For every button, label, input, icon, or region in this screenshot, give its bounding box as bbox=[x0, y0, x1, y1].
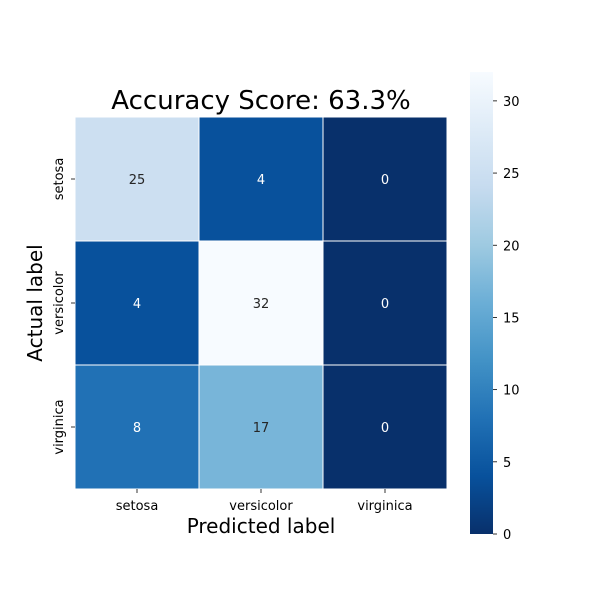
y-axis-label: Actual label bbox=[23, 244, 47, 361]
cell-value-label-1-1: 32 bbox=[253, 297, 270, 312]
colorbar-tick-label-20: 20 bbox=[503, 239, 520, 254]
chart-title: Accuracy Score: 63.3% bbox=[111, 86, 410, 116]
cell-value-label-2-2: 0 bbox=[381, 421, 389, 436]
colorbar-ticks: 0 5 10 15 20 25 30 bbox=[493, 95, 520, 543]
cell-value-label-2-0: 8 bbox=[133, 421, 141, 436]
heatmap-cell-2-1 bbox=[198, 364, 324, 490]
heatmap-cells bbox=[74, 116, 448, 490]
cell-value-label-1-2: 0 bbox=[381, 297, 389, 312]
cell-value-label-0-0: 25 bbox=[129, 173, 146, 188]
heatmap-cell-1-0 bbox=[74, 240, 200, 366]
colorbar-tick-label-5: 5 bbox=[503, 456, 511, 471]
colorbar-tick-label-0: 0 bbox=[503, 528, 511, 543]
x-tick-label-setosa: setosa bbox=[116, 499, 159, 514]
y-axis-ticks: setosa versicolor virginica bbox=[52, 158, 75, 455]
cell-value-label-0-2: 0 bbox=[381, 173, 389, 188]
colorbar bbox=[470, 72, 493, 534]
x-tick-label-versicolor: versicolor bbox=[229, 499, 293, 514]
x-axis-ticks: setosa versicolor virginica bbox=[116, 489, 413, 514]
colorbar-tick-label-30: 30 bbox=[503, 95, 520, 110]
colorbar-tick-label-15: 15 bbox=[503, 311, 520, 326]
x-axis-label: Predicted label bbox=[187, 514, 336, 538]
colorbar-tick-label-25: 25 bbox=[503, 167, 520, 182]
heatmap-cell-1-2 bbox=[322, 240, 448, 366]
cell-value-label-2-1: 17 bbox=[253, 421, 270, 436]
colorbar-tick-label-10: 10 bbox=[503, 384, 520, 399]
heatmap-cell-1-1 bbox=[198, 240, 324, 366]
cell-value-label-0-1: 4 bbox=[257, 173, 265, 188]
heatmap-cell-0-2 bbox=[322, 116, 448, 242]
cell-value-label-1-0: 4 bbox=[133, 297, 141, 312]
heatmap-cell-labels: 25 4 0 4 32 0 8 17 0 bbox=[129, 173, 389, 436]
heatmap-cell-0-0 bbox=[74, 116, 200, 242]
y-tick-label-virginica: virginica bbox=[52, 399, 67, 454]
y-tick-label-setosa: setosa bbox=[52, 158, 67, 201]
heatmap-cell-0-1 bbox=[198, 116, 324, 242]
y-tick-label-versicolor: versicolor bbox=[52, 271, 67, 335]
x-tick-label-virginica: virginica bbox=[357, 499, 412, 514]
